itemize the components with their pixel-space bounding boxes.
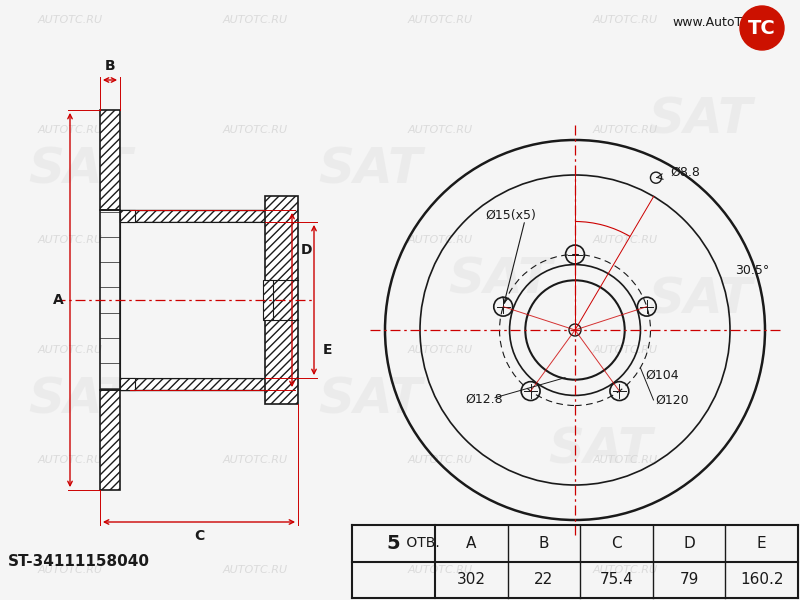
Text: 22: 22 <box>534 572 554 587</box>
Text: AUTOTC.RU: AUTOTC.RU <box>38 125 102 135</box>
Text: 30.5°: 30.5° <box>735 263 770 277</box>
Text: Ø12.8: Ø12.8 <box>465 393 502 406</box>
Text: D: D <box>300 243 312 257</box>
Text: AUTOTC.RU: AUTOTC.RU <box>407 455 473 465</box>
Text: AUTOTC.RU: AUTOTC.RU <box>593 565 658 575</box>
Text: AUTOTC.RU: AUTOTC.RU <box>222 235 287 245</box>
Bar <box>265 196 298 404</box>
Text: A: A <box>53 293 63 307</box>
Text: Ø8.8: Ø8.8 <box>670 166 700 179</box>
Text: SAT: SAT <box>448 256 552 304</box>
Text: AUTOTC.RU: AUTOTC.RU <box>222 15 287 25</box>
Text: Ø15(x5): Ø15(x5) <box>485 208 536 221</box>
Text: SAT: SAT <box>178 256 282 304</box>
Text: AUTOTC.RU: AUTOTC.RU <box>38 235 102 245</box>
Text: AUTOTC.RU: AUTOTC.RU <box>407 565 473 575</box>
Text: SAT: SAT <box>648 276 752 324</box>
Text: C: C <box>611 536 622 551</box>
Bar <box>120 222 270 378</box>
Bar <box>120 210 270 222</box>
Bar <box>100 390 120 490</box>
Bar <box>263 280 273 320</box>
Bar <box>100 110 120 210</box>
Text: AUTOTC.RU: AUTOTC.RU <box>38 15 102 25</box>
Text: AUTOTC.RU: AUTOTC.RU <box>222 125 287 135</box>
Text: E: E <box>323 343 333 357</box>
Text: 160.2: 160.2 <box>740 572 783 587</box>
Text: AUTOTC.RU: AUTOTC.RU <box>38 345 102 355</box>
Bar <box>120 210 135 222</box>
Text: SAT: SAT <box>318 146 422 194</box>
Text: 79: 79 <box>679 572 698 587</box>
Text: SAT: SAT <box>548 426 652 474</box>
Text: www.AutoTC.ru: www.AutoTC.ru <box>672 16 767 28</box>
Text: C: C <box>194 529 204 543</box>
Circle shape <box>740 6 784 50</box>
Text: Ø104: Ø104 <box>646 368 679 382</box>
Text: AUTOTC.RU: AUTOTC.RU <box>407 235 473 245</box>
Text: AUTOTC.RU: AUTOTC.RU <box>222 565 287 575</box>
Bar <box>100 210 120 390</box>
Text: AUTOTC.RU: AUTOTC.RU <box>38 455 102 465</box>
Text: D: D <box>683 536 695 551</box>
Text: TC: TC <box>748 19 776 37</box>
Text: AUTOTC.RU: AUTOTC.RU <box>407 15 473 25</box>
Text: AUTOTC.RU: AUTOTC.RU <box>593 125 658 135</box>
Text: SAT: SAT <box>28 146 132 194</box>
Text: SAT: SAT <box>318 376 422 424</box>
Text: B: B <box>538 536 549 551</box>
Text: SAT: SAT <box>28 376 132 424</box>
Bar <box>120 378 135 390</box>
Text: ST-34111158040: ST-34111158040 <box>8 554 150 569</box>
Text: AUTOTC.RU: AUTOTC.RU <box>222 455 287 465</box>
Text: AUTOTC.RU: AUTOTC.RU <box>407 345 473 355</box>
Text: Ø120: Ø120 <box>655 394 689 407</box>
Text: E: E <box>757 536 766 551</box>
Text: AUTOTC.RU: AUTOTC.RU <box>593 15 658 25</box>
Text: AUTOTC.RU: AUTOTC.RU <box>593 455 658 465</box>
Text: AUTOTC.RU: AUTOTC.RU <box>222 345 287 355</box>
Text: B: B <box>105 59 115 73</box>
Text: ОТВ.: ОТВ. <box>402 536 439 550</box>
Text: 302: 302 <box>457 572 486 587</box>
Text: AUTOTC.RU: AUTOTC.RU <box>38 565 102 575</box>
Text: AUTOTC.RU: AUTOTC.RU <box>407 125 473 135</box>
Bar <box>120 378 270 390</box>
Text: SAT: SAT <box>648 96 752 144</box>
Text: AUTOTC.RU: AUTOTC.RU <box>593 345 658 355</box>
Text: 5: 5 <box>386 534 400 553</box>
Text: 75.4: 75.4 <box>600 572 634 587</box>
Text: A: A <box>466 536 477 551</box>
Text: AUTOTC.RU: AUTOTC.RU <box>593 235 658 245</box>
